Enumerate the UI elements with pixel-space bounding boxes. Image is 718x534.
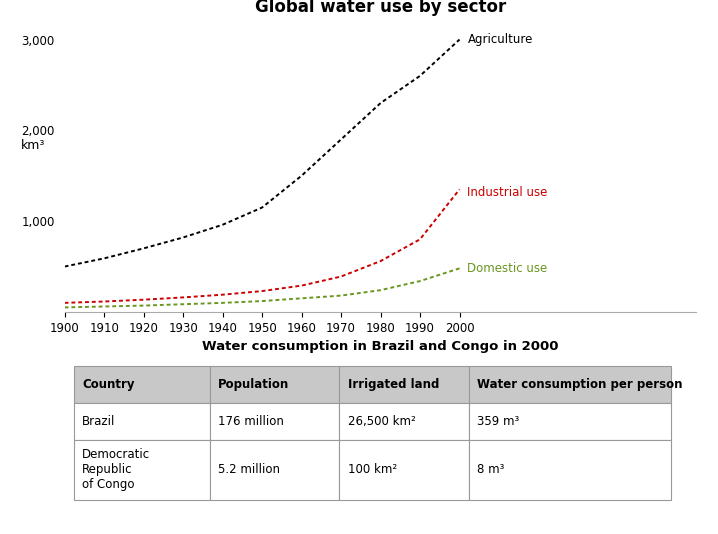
Bar bbox=[74, 440, 210, 500]
Bar bbox=[469, 440, 671, 500]
Text: Industrial use: Industrial use bbox=[467, 186, 548, 199]
Text: Irrigated land: Irrigated land bbox=[348, 378, 439, 391]
Y-axis label: km³: km³ bbox=[21, 139, 45, 152]
Bar bbox=[210, 366, 340, 403]
Bar bbox=[340, 366, 469, 403]
Text: 100 km²: 100 km² bbox=[348, 464, 397, 476]
Bar bbox=[340, 440, 469, 500]
Text: Water consumption per person: Water consumption per person bbox=[477, 378, 683, 391]
Text: Domestic use: Domestic use bbox=[467, 262, 548, 275]
Text: 5.2 million: 5.2 million bbox=[218, 464, 280, 476]
Text: Water consumption in Brazil and Congo in 2000: Water consumption in Brazil and Congo in… bbox=[202, 340, 559, 352]
Bar bbox=[469, 403, 671, 440]
Title: Global water use by sector: Global water use by sector bbox=[255, 0, 506, 15]
Bar bbox=[210, 440, 340, 500]
Bar bbox=[210, 403, 340, 440]
Bar bbox=[74, 403, 210, 440]
Text: Democratic
Republic
of Congo: Democratic Republic of Congo bbox=[83, 449, 151, 491]
Text: 8 m³: 8 m³ bbox=[477, 464, 505, 476]
Bar bbox=[469, 366, 671, 403]
Text: 359 m³: 359 m³ bbox=[477, 415, 519, 428]
Text: 26,500 km²: 26,500 km² bbox=[348, 415, 416, 428]
Bar bbox=[74, 366, 210, 403]
Text: Brazil: Brazil bbox=[83, 415, 116, 428]
Bar bbox=[340, 403, 469, 440]
Text: 176 million: 176 million bbox=[218, 415, 284, 428]
Text: Population: Population bbox=[218, 378, 289, 391]
Text: Agriculture: Agriculture bbox=[467, 33, 533, 46]
Text: Country: Country bbox=[83, 378, 135, 391]
